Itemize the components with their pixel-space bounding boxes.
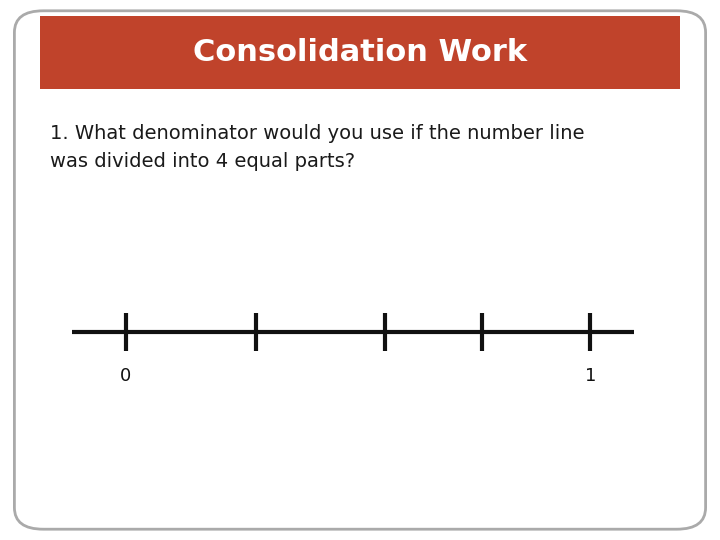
Text: Consolidation Work: Consolidation Work [193, 38, 527, 67]
Text: 1. What denominator would you use if the number line
was divided into 4 equal pa: 1. What denominator would you use if the… [50, 124, 585, 171]
FancyBboxPatch shape [14, 11, 706, 529]
Text: 1: 1 [585, 367, 596, 385]
Text: 0: 0 [120, 367, 132, 385]
Bar [40, 16, 680, 89]
